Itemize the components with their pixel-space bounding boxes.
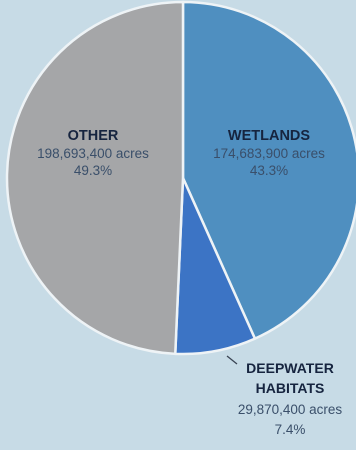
- slices-layer: [5, 0, 356, 356]
- pie-slice-wetlands: [181, 0, 356, 340]
- slice-label-wetlands: WETLANDS: [228, 128, 310, 144]
- slice-value-deepwater-habitats: 29,870,400 acres: [238, 402, 343, 417]
- leader-line-deepwater-habitats: [226, 355, 238, 365]
- slice-value-other: 198,693,400 acres: [37, 146, 149, 161]
- slice-label-deepwater-habitats-line-2: HABITATS: [256, 380, 325, 396]
- slice-value-wetlands: 174,683,900 acres: [213, 146, 325, 161]
- slice-percent-wetlands: 43.3%: [250, 163, 288, 178]
- labels-layer: WETLANDS 174,683,900 acres 43.3% OTHER 198,6…: [37, 128, 342, 437]
- slice-percent-deepwater-habitats: 7.4%: [275, 422, 306, 437]
- slice-label-deepwater-habitats-line-1: DEEPWATER: [246, 360, 334, 376]
- slice-percent-other: 49.3%: [74, 163, 112, 178]
- pie-slice-other: [5, 0, 185, 356]
- slice-label-other: OTHER: [68, 128, 119, 144]
